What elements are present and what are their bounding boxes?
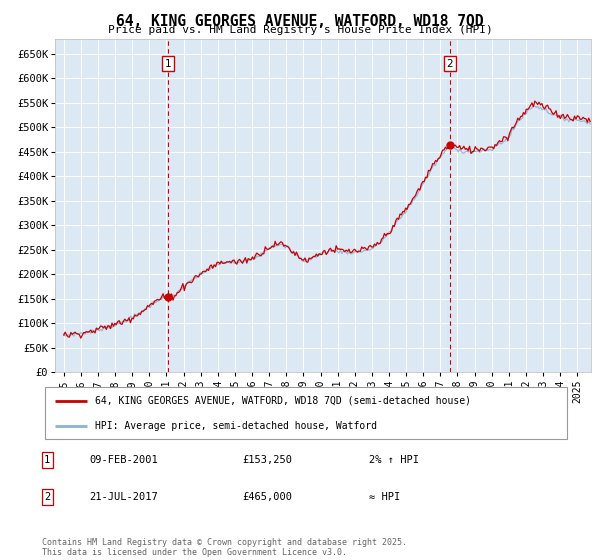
Text: £153,250: £153,250 [242,455,293,465]
Text: 09-FEB-2001: 09-FEB-2001 [89,455,158,465]
Text: Contains HM Land Registry data © Crown copyright and database right 2025.
This d: Contains HM Land Registry data © Crown c… [42,538,407,557]
Text: 1: 1 [164,59,172,69]
Text: HPI: Average price, semi-detached house, Watford: HPI: Average price, semi-detached house,… [95,421,377,431]
Text: 21-JUL-2017: 21-JUL-2017 [89,492,158,502]
Text: 64, KING GEORGES AVENUE, WATFORD, WD18 7QD: 64, KING GEORGES AVENUE, WATFORD, WD18 7… [116,14,484,29]
Text: 2: 2 [44,492,50,502]
Text: £465,000: £465,000 [242,492,293,502]
Text: 2% ↑ HPI: 2% ↑ HPI [370,455,419,465]
Text: ≈ HPI: ≈ HPI [370,492,401,502]
FancyBboxPatch shape [44,388,568,438]
Text: 64, KING GEORGES AVENUE, WATFORD, WD18 7QD (semi-detached house): 64, KING GEORGES AVENUE, WATFORD, WD18 7… [95,396,471,406]
Text: 2: 2 [446,59,453,69]
Text: Price paid vs. HM Land Registry's House Price Index (HPI): Price paid vs. HM Land Registry's House … [107,25,493,35]
Text: 1: 1 [44,455,50,465]
